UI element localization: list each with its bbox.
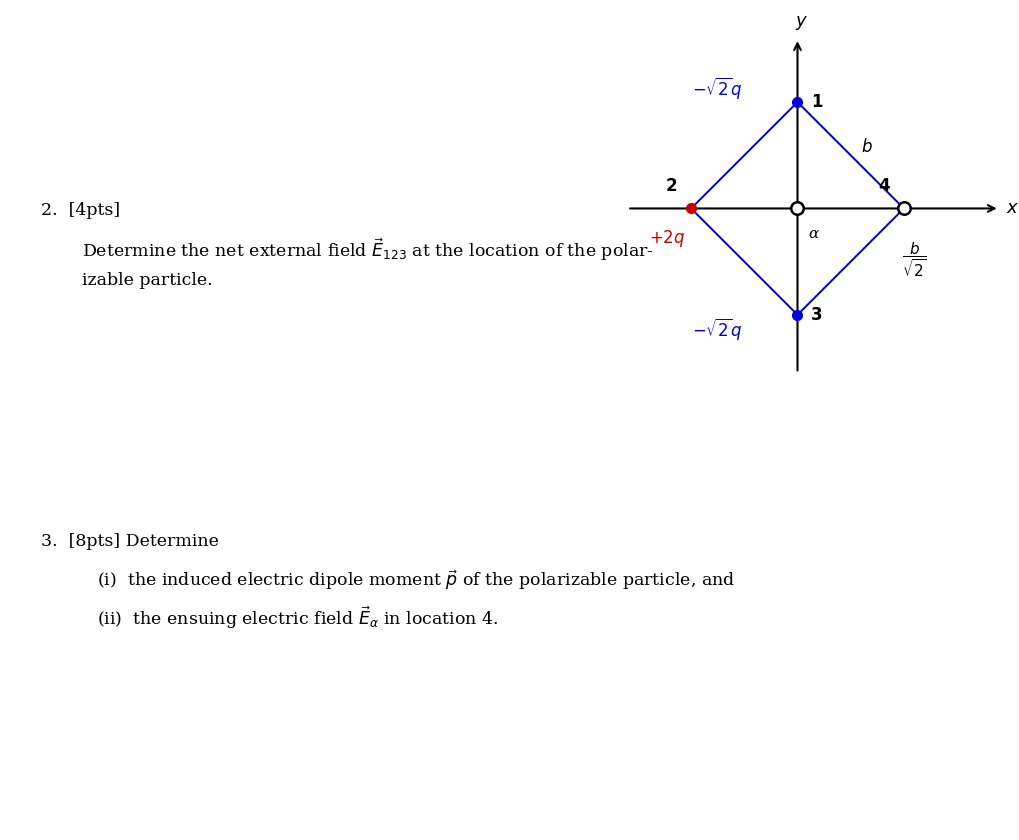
Text: 4: 4 (877, 176, 890, 195)
Text: $-\sqrt{2}q$: $-\sqrt{2}q$ (691, 76, 742, 102)
Text: (ii)  the ensuing electric field $\vec{E}_{\alpha}$ in location 4.: (ii) the ensuing electric field $\vec{E}… (97, 604, 497, 631)
Text: $y$: $y$ (795, 14, 808, 32)
Text: izable particle.: izable particle. (82, 272, 212, 289)
Text: α: α (807, 227, 817, 240)
Text: $x$: $x$ (1005, 199, 1018, 218)
Text: $b$: $b$ (860, 138, 872, 155)
Text: $\dfrac{b}{\sqrt{2}}$: $\dfrac{b}{\sqrt{2}}$ (901, 240, 926, 279)
Text: 3.  [8pts] Determine: 3. [8pts] Determine (41, 533, 218, 550)
Text: 2.  [4pts]: 2. [4pts] (41, 202, 120, 218)
Text: $-\sqrt{2}q$: $-\sqrt{2}q$ (691, 316, 742, 342)
Text: $+2q$: $+2q$ (649, 228, 685, 249)
Text: (i)  the induced electric dipole moment $\vec{p}$ of the polarizable particle, a: (i) the induced electric dipole moment $… (97, 569, 735, 592)
Text: 2: 2 (665, 176, 677, 195)
Text: 1: 1 (810, 93, 822, 111)
Text: 3: 3 (810, 306, 822, 324)
Text: Determine the net external field $\vec{E}_{123}$ at the location of the polar-: Determine the net external field $\vec{E… (82, 237, 653, 264)
